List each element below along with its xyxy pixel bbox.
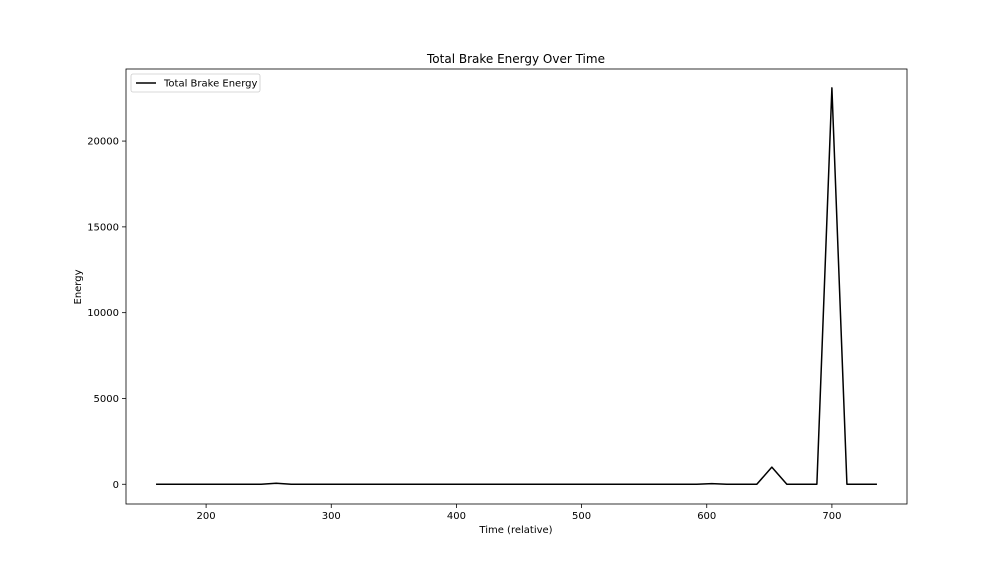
- series-layer: [156, 87, 877, 486]
- chart-title: Total Brake Energy Over Time: [426, 52, 605, 66]
- plot-frame: [125, 68, 908, 505]
- x-axis-label: Time (relative): [478, 525, 552, 536]
- y-tick-label: 10000: [87, 308, 119, 319]
- y-tick-label: 15000: [87, 222, 119, 233]
- x-tick-label: 600: [697, 511, 716, 522]
- axis-ticks: 200 300 400 500 600 700 0 5000 10000 15000 20000: [87, 137, 841, 522]
- legend: Total Brake Energy: [130, 73, 261, 93]
- legend-label: Total Brake Energy: [163, 79, 257, 90]
- legend-box: [130, 73, 261, 93]
- y-tick-label: 5000: [94, 394, 119, 405]
- series-line-0: [156, 87, 877, 486]
- x-tick-label: 400: [447, 511, 466, 522]
- x-tick-label: 500: [572, 511, 591, 522]
- x-tick-label: 200: [197, 511, 216, 522]
- y-tick-label: 20000: [87, 137, 119, 148]
- y-tick-label: 0: [113, 480, 119, 491]
- x-tick-label: 300: [322, 511, 341, 522]
- y-axis-label: Energy: [73, 269, 84, 304]
- x-tick-label: 700: [822, 511, 841, 522]
